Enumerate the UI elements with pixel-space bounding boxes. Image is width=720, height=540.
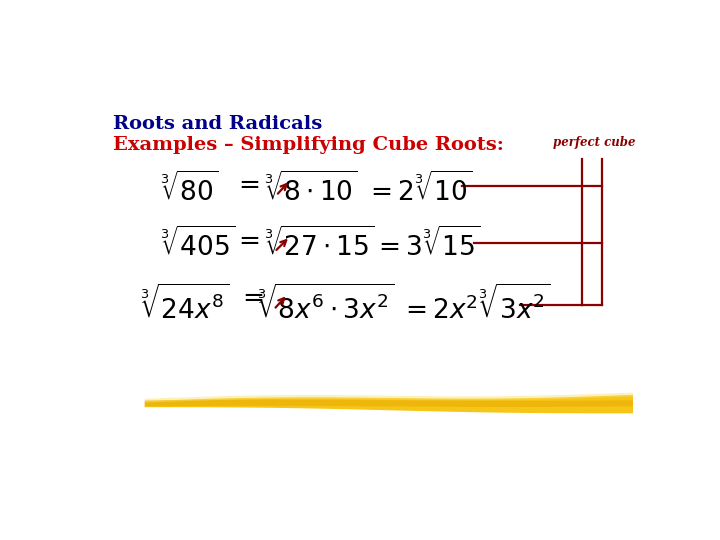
Text: $\sqrt[3]{27\cdot15}$: $\sqrt[3]{27\cdot15}$ xyxy=(264,226,375,261)
Text: $=$: $=$ xyxy=(238,284,264,309)
Text: $\sqrt[3]{8x^6\cdot3x^2}$: $\sqrt[3]{8x^6\cdot3x^2}$ xyxy=(256,284,394,323)
Text: $= 2x^2\sqrt[3]{3x^2}$: $= 2x^2\sqrt[3]{3x^2}$ xyxy=(400,284,551,324)
Text: $\sqrt[3]{405}$: $\sqrt[3]{405}$ xyxy=(160,226,235,261)
Text: Roots and Radicals: Roots and Radicals xyxy=(113,115,323,133)
Text: $\sqrt[3]{8\cdot10}$: $\sqrt[3]{8\cdot10}$ xyxy=(264,171,359,206)
Text: $= 2\sqrt[3]{10}$: $= 2\sqrt[3]{10}$ xyxy=(365,171,473,206)
Text: $=$: $=$ xyxy=(233,171,260,196)
Text: $= 3\sqrt[3]{15}$: $= 3\sqrt[3]{15}$ xyxy=(373,226,480,261)
Text: $=$: $=$ xyxy=(233,226,260,252)
Text: Examples – Simplifying Cube Roots:: Examples – Simplifying Cube Roots: xyxy=(113,137,504,154)
Text: $\sqrt[3]{24x^8}$: $\sqrt[3]{24x^8}$ xyxy=(140,284,230,323)
Text: perfect cube: perfect cube xyxy=(554,137,636,150)
Text: $\sqrt[3]{80}$: $\sqrt[3]{80}$ xyxy=(160,171,218,206)
